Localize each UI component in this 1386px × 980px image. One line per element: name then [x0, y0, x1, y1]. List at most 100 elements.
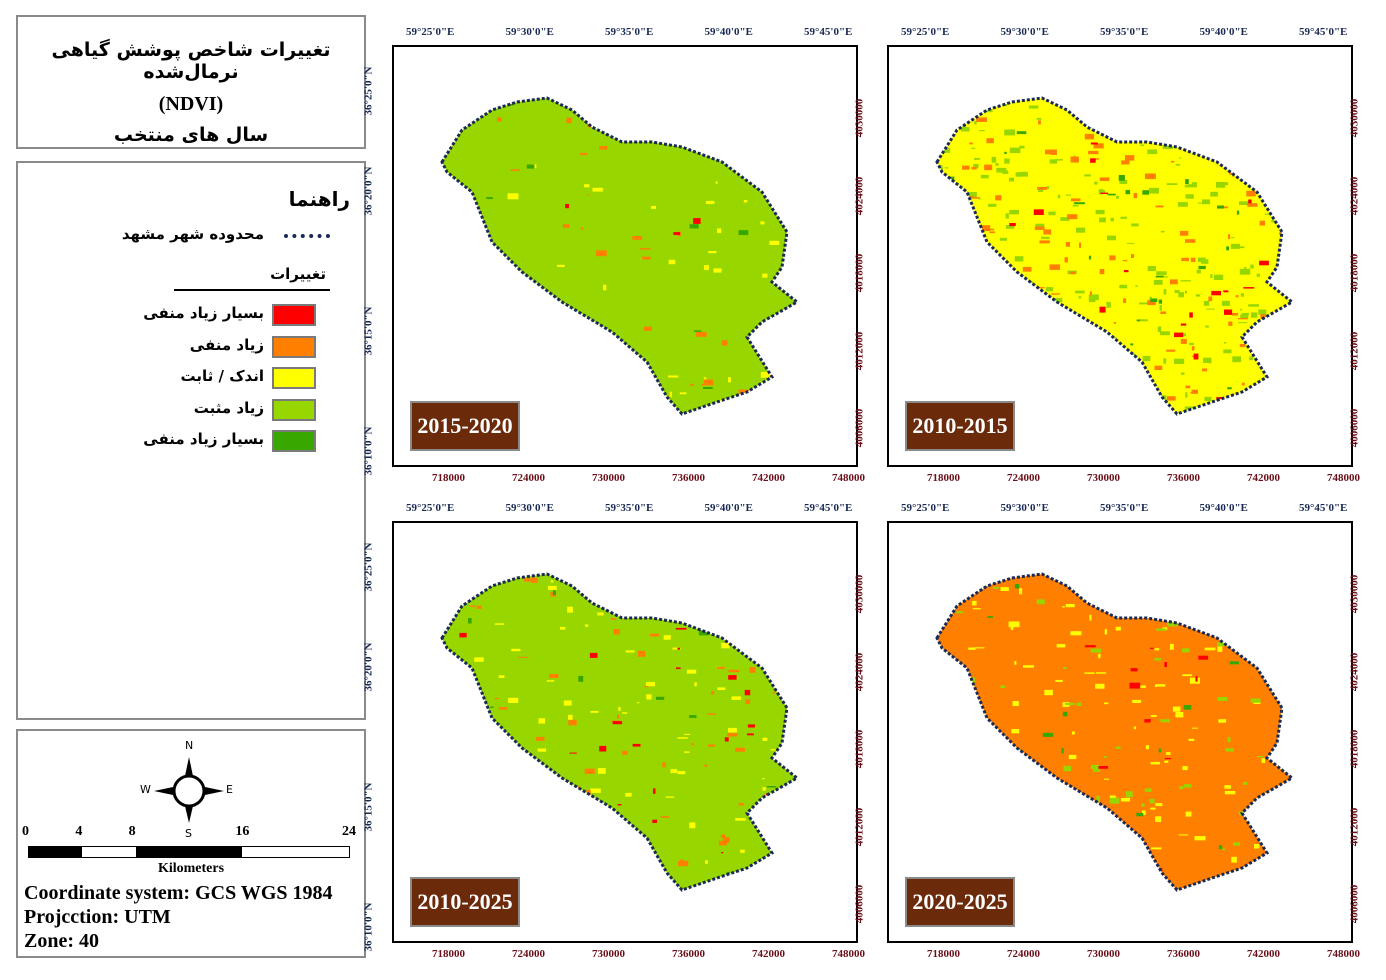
city-ndvi-change-map	[440, 572, 800, 892]
longitude-tick: 59°45'0"E	[804, 502, 853, 514]
title-ndvi: (NDVI)	[158, 93, 224, 115]
longitude-tick: 59°25'0"E	[406, 26, 455, 38]
northing-tick: 4012000	[1348, 331, 1361, 370]
longitude-tick: 59°45'0"E	[804, 26, 853, 38]
latitude-tick: 36°15'0"N	[362, 782, 375, 832]
title-line-1: تغییرات شاخص پوشش گیاهی نرمال‌شده	[51, 39, 331, 83]
city-ndvi-change-map	[935, 572, 1295, 892]
longitude-tick: 59°40'0"E	[1199, 26, 1248, 38]
scale-bar	[28, 846, 350, 858]
longitude-tick: 59°35'0"E	[605, 502, 654, 514]
period-badge: 2015-2020	[410, 401, 520, 451]
period-badge: 2010-2015	[905, 401, 1015, 451]
map-panel-2015-2020: 2015-2020	[392, 45, 858, 467]
easting-tick: 748000	[1327, 948, 1360, 960]
longitude-tick: 59°35'0"E	[1100, 26, 1149, 38]
city-boundary	[935, 572, 1295, 892]
northing-tick: 4012000	[853, 807, 866, 846]
longitude-tick: 59°25'0"E	[901, 26, 950, 38]
boundary-line-symbol	[284, 234, 330, 238]
legend-swatch	[272, 335, 316, 358]
easting-tick: 718000	[927, 472, 960, 484]
northing-tick: 4024000	[1348, 176, 1361, 215]
easting-tick: 736000	[1167, 948, 1200, 960]
latitude-tick: 36°15'0"N	[362, 306, 375, 356]
legend-label: اندک / ثابت	[180, 367, 265, 385]
legend-swatch	[272, 304, 316, 326]
city-ndvi-change-map	[935, 96, 1295, 416]
northing-tick: 4018000	[853, 253, 866, 293]
longitude-tick: 59°40'0"E	[1199, 502, 1248, 514]
city-ndvi-change-map	[440, 96, 800, 416]
city-boundary	[935, 96, 1295, 416]
latitude-tick: 36°25'0"N	[362, 66, 375, 116]
easting-tick: 730000	[1087, 948, 1120, 960]
northing-tick: 4024000	[853, 176, 866, 215]
scale-and-info-box: N S E W 0 4 8 16 24 Kilometers Coordinate sy…	[16, 729, 366, 958]
northing-tick: 4030000	[853, 98, 866, 138]
changes-heading: تغییرات	[270, 265, 326, 283]
period-badge: 2010-2025	[410, 877, 520, 927]
longitude-tick: 59°45'0"E	[1299, 26, 1348, 38]
scale-unit: Kilometers	[157, 861, 225, 876]
latitude-tick: 36°10'0"N	[362, 902, 375, 952]
heading-divider	[174, 289, 330, 291]
longitude-tick: 59°35'0"E	[1100, 502, 1149, 514]
scale-tick: 16	[235, 824, 250, 839]
legend-label: زیاد منفی	[189, 335, 264, 354]
map-panel-2020-2025: 2020-2025	[887, 521, 1353, 943]
easting-tick: 730000	[592, 472, 625, 484]
scale-tick: 24	[342, 824, 356, 839]
zone: Zone: 40	[24, 930, 99, 952]
easting-tick: 742000	[752, 472, 785, 484]
north-arrow-icon	[154, 757, 224, 823]
longitude-tick: 59°30'0"E	[1000, 502, 1049, 514]
northing-tick: 4006000	[1348, 884, 1361, 924]
title-line-3: سال های منتخب	[113, 124, 269, 146]
boundary-label: محدوده شهر مشهد	[121, 225, 264, 243]
northing-tick: 4018000	[853, 729, 866, 769]
northing-tick: 4012000	[1348, 807, 1361, 846]
latitude-tick: 36°10'0"N	[362, 426, 375, 476]
legend-swatch	[272, 367, 316, 389]
northing-tick: 4030000	[853, 574, 866, 614]
legend: راهنما محدوده شهر مشهد تغییرات بسیار زیا…	[16, 161, 366, 720]
scale-tick: 0	[22, 824, 29, 839]
projection: Projcction: UTM	[24, 906, 171, 928]
legend-heading: راهنما	[288, 187, 350, 211]
easting-tick: 742000	[1247, 948, 1280, 960]
coordinate-system: Coordinate system: GCS WGS 1984	[24, 882, 333, 904]
legend-swatch	[272, 430, 316, 452]
compass-n: N	[185, 739, 194, 752]
longitude-tick: 59°25'0"E	[406, 502, 455, 514]
scale-tick: 4	[75, 824, 83, 839]
longitude-tick: 59°45'0"E	[1299, 502, 1348, 514]
latitude-tick: 36°20'0"N	[362, 642, 375, 692]
northing-tick: 4006000	[853, 884, 866, 924]
easting-tick: 742000	[1247, 472, 1280, 484]
northing-tick: 4024000	[1348, 652, 1361, 691]
easting-tick: 748000	[1327, 472, 1360, 484]
map-panel-2010-2015: 2010-2015	[887, 45, 1353, 467]
northing-tick: 4006000	[1348, 408, 1361, 448]
latitude-tick: 36°25'0"N	[362, 542, 375, 592]
easting-tick: 724000	[1007, 472, 1040, 484]
legend-label: بسیار زیاد منفی	[143, 304, 264, 322]
latitude-tick: 36°20'0"N	[362, 166, 375, 216]
easting-tick: 736000	[672, 472, 705, 484]
city-boundary	[440, 572, 800, 892]
legend-label: زیاد مثبت	[193, 398, 264, 417]
easting-tick: 742000	[752, 948, 785, 960]
easting-tick: 724000	[512, 948, 545, 960]
northing-tick: 4030000	[1348, 574, 1361, 614]
northing-tick: 4018000	[1348, 253, 1361, 293]
easting-tick: 730000	[592, 948, 625, 960]
northing-tick: 4030000	[1348, 98, 1361, 138]
map-title-box: تغییرات شاخص پوشش گیاهی نرمال‌شده (NDVI)…	[16, 15, 366, 149]
legend-swatch	[272, 398, 316, 421]
northing-tick: 4018000	[1348, 729, 1361, 769]
longitude-tick: 59°30'0"E	[505, 502, 554, 514]
easting-tick: 748000	[832, 948, 865, 960]
city-boundary	[440, 96, 800, 416]
longitude-tick: 59°35'0"E	[605, 26, 654, 38]
